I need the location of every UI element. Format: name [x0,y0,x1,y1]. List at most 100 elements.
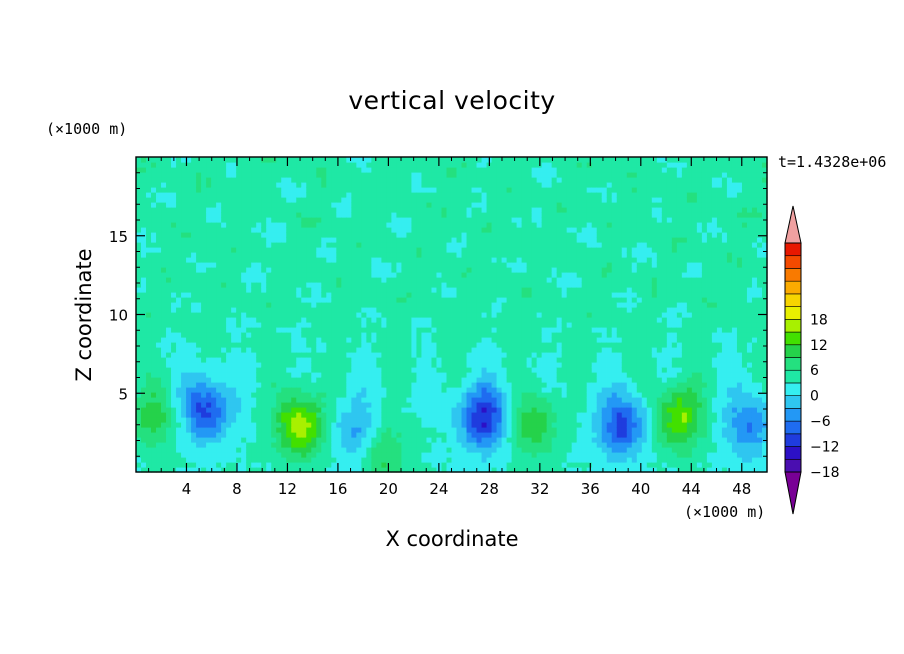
field-cell [351,347,357,353]
field-cell [406,232,413,238]
field-cell [491,357,498,363]
field-cell [496,457,503,463]
field-cell [346,217,352,223]
field-cell [251,347,257,353]
field-cell [211,432,217,438]
field-cell [311,282,317,288]
field-cell [301,342,307,348]
field-cell [466,382,473,388]
field-cell [266,392,272,398]
field-cell [526,162,533,168]
field-cell [476,187,483,193]
field-cell [156,347,162,353]
field-cell [456,197,463,203]
field-cell [516,372,523,378]
field-cell [396,247,403,253]
field-cell [496,232,503,238]
field-cell [246,462,252,468]
field-cell [166,282,172,288]
field-cell [421,377,428,383]
field-cell [381,442,387,448]
field-cell [211,232,217,238]
field-cell [241,207,247,213]
field-cell [491,352,498,358]
field-cell [181,362,187,368]
field-cell [516,227,523,233]
field-cell [441,377,448,383]
field-cell [376,387,382,393]
field-cell [176,432,182,438]
field-cell [276,322,282,328]
field-cell [226,337,232,343]
field-cell [346,442,352,448]
field-cell [211,322,217,328]
field-cell [301,187,307,193]
field-cell [331,277,337,283]
field-cell [176,292,182,298]
field-cell [231,352,237,358]
field-cell [301,457,307,463]
field-cell [251,212,257,218]
field-cell [326,342,332,348]
field-cell [261,392,267,398]
field-cell [181,437,187,443]
field-cell [406,282,413,288]
field-cell [181,197,187,203]
field-cell [196,462,202,468]
field-cell [386,282,393,288]
field-cell [406,297,413,303]
field-cell [221,447,227,453]
field-cell [136,192,142,198]
field-cell [201,367,207,373]
field-cell [231,257,237,263]
field-cell [376,447,382,453]
field-cell [216,357,222,363]
field-cell [301,357,307,363]
field-cell [286,387,292,393]
field-cell [356,272,362,278]
field-cell [501,202,508,208]
field-cell [291,422,297,428]
field-cell [431,192,438,198]
field-cell [176,442,182,448]
field-cell [236,247,242,253]
field-cell [146,317,152,323]
field-cell [366,417,372,423]
field-cell [416,317,423,323]
field-cell [176,187,182,193]
field-cell [241,427,247,433]
field-cell [256,417,262,423]
field-cell [251,402,257,408]
field-cell [261,167,267,173]
field-cell [466,417,473,423]
field-cell [151,427,157,433]
field-cell [366,247,372,253]
field-cell [456,402,463,408]
field-cell [436,412,443,418]
field-cell [406,362,413,368]
field-cell [151,217,157,223]
field-cell [171,262,177,268]
field-cell [341,432,347,438]
field-cell [271,327,277,333]
field-cell [186,302,192,308]
field-cell [321,227,327,233]
field-cell [446,467,453,473]
field-cell [516,217,523,223]
field-cell [386,422,393,428]
field-cell [381,277,387,283]
field-cell [356,442,362,448]
field-cell [251,292,257,298]
field-cell [491,162,498,168]
field-cell [196,197,202,203]
field-cell [156,302,162,308]
field-cell [396,222,403,228]
field-cell [201,187,207,193]
field-cell [316,187,322,193]
field-cell [346,262,352,268]
field-cell [171,282,177,288]
field-cell [196,227,202,233]
field-cell [526,442,533,448]
field-cell [436,177,443,183]
field-cell [501,267,508,273]
